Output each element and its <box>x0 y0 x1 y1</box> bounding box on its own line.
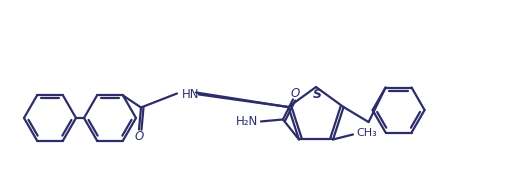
Text: CH₃: CH₃ <box>356 129 377 138</box>
Text: O: O <box>290 87 299 100</box>
Text: HN: HN <box>182 88 200 101</box>
Text: H₂N: H₂N <box>235 115 258 128</box>
Text: S: S <box>312 87 321 100</box>
Text: O: O <box>134 130 144 143</box>
